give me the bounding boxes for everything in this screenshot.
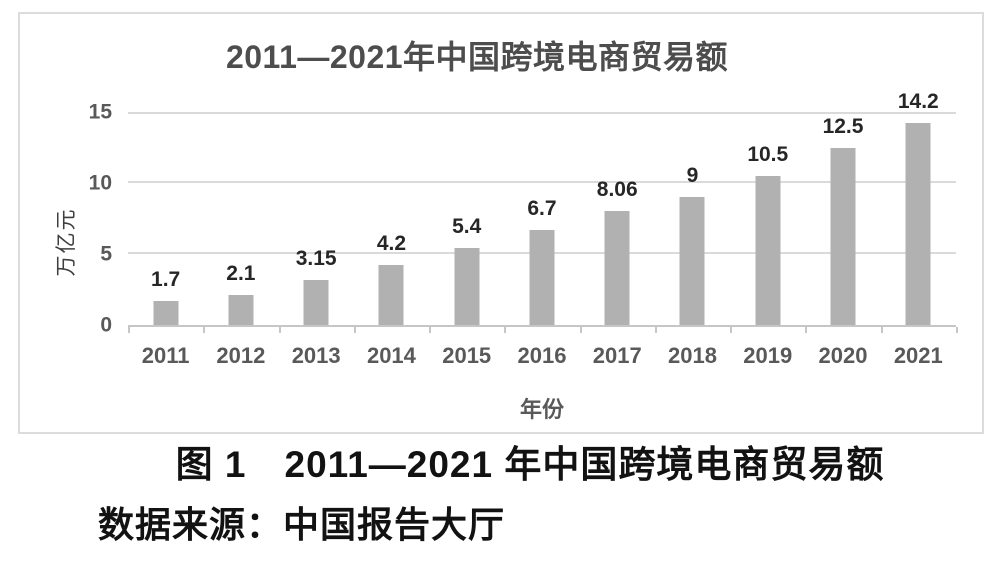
bar (604, 210, 630, 325)
bar-category: 8.06 (580, 112, 655, 325)
y-tick-label: 15 (88, 100, 112, 124)
y-axis-tick-labels: 0 5 10 15 (62, 102, 112, 336)
bar-category: 3.15 (279, 112, 354, 325)
bar-value-label: 10.5 (747, 142, 789, 166)
bar-category: 6.7 (504, 112, 579, 325)
axis-tick (353, 327, 429, 333)
x-tick-label: 2018 (668, 343, 717, 368)
chart-area: 2011—2021年中国跨境电商贸易额 万亿元 0 5 10 15 1.7 2.1 3.1… (18, 12, 984, 434)
bar-category: 9 (655, 112, 730, 325)
axis-tick (805, 327, 880, 333)
bar-value-label: 5.4 (452, 215, 482, 239)
bar-category: 10.5 (730, 112, 805, 325)
bar (830, 147, 856, 325)
x-tick-label: 2016 (517, 343, 567, 368)
bar (454, 248, 480, 325)
axis-tick (504, 327, 579, 333)
x-tick-label: 2017 (592, 343, 642, 368)
axis-tick (579, 327, 655, 333)
bar-category: 5.4 (429, 112, 504, 325)
bar-value-label: 2.1 (226, 262, 256, 286)
x-tick-label: 2015 (442, 343, 492, 368)
x-tick-label: 2021 (893, 343, 943, 368)
bar (303, 280, 329, 325)
plot-area: 1.7 2.1 3.15 4.2 5.4 6.7 8.06 9 10.5 12.5 14.2 (128, 91, 956, 327)
bar-category: 14.2 (881, 91, 956, 325)
axis-tick (128, 327, 203, 333)
bar-category: 1.7 (128, 112, 203, 325)
bar-series: 1.7 2.1 3.15 4.2 5.4 6.7 8.06 9 10.5 12.5 14.2 (128, 91, 956, 325)
bar (153, 300, 179, 325)
gridline (128, 112, 956, 114)
x-tick-label: 2011 (141, 343, 190, 368)
x-tick-label: 2013 (291, 343, 341, 368)
bar (905, 123, 931, 325)
axis-tick (880, 327, 956, 333)
x-axis-title: 年份 (519, 397, 564, 422)
bar-value-label: 1.7 (151, 267, 181, 291)
axis-tick (730, 327, 805, 333)
x-tick-label: 2020 (818, 343, 868, 368)
bar (228, 295, 254, 325)
bar (378, 265, 404, 325)
y-tick-label: 10 (88, 171, 112, 195)
bar-value-label: 8.06 (596, 177, 638, 201)
axis-tick (203, 327, 278, 333)
bar-category: 4.2 (354, 112, 429, 325)
chart-title: 2011—2021年中国跨境电商贸易额 (225, 39, 729, 75)
bar-category: 2.1 (203, 112, 278, 325)
bar-value-label: 9 (686, 164, 699, 188)
bar (679, 197, 705, 325)
bar-value-label: 12.5 (822, 114, 864, 138)
x-tick-label: 2012 (216, 343, 266, 368)
bar-value-label: 6.7 (527, 196, 557, 220)
y-tick-label: 0 (100, 313, 112, 337)
figure-caption: 图 1 2011—2021 年中国跨境电商贸易额 (175, 444, 885, 485)
axis-tick (654, 327, 730, 333)
data-source: 数据来源：中国报告大厅 (98, 505, 506, 545)
bar (529, 229, 555, 325)
axis-tick (429, 327, 504, 333)
x-axis-ticks (128, 327, 958, 333)
axis-tick (278, 327, 354, 333)
x-tick-label: 2019 (743, 343, 793, 368)
bar-value-label: 4.2 (376, 232, 407, 256)
x-axis-tick-labels: 2011 2012 2013 2014 2015 2016 2017 2018 2019 2020… (128, 345, 956, 367)
y-tick-label: 5 (100, 242, 112, 266)
bar-category: 12.5 (805, 112, 880, 325)
bar-value-label: 3.15 (295, 247, 337, 271)
x-tick-label: 2014 (366, 343, 416, 368)
gridline (128, 181, 956, 183)
bar-value-label: 14.2 (897, 90, 939, 114)
bar (755, 175, 781, 325)
